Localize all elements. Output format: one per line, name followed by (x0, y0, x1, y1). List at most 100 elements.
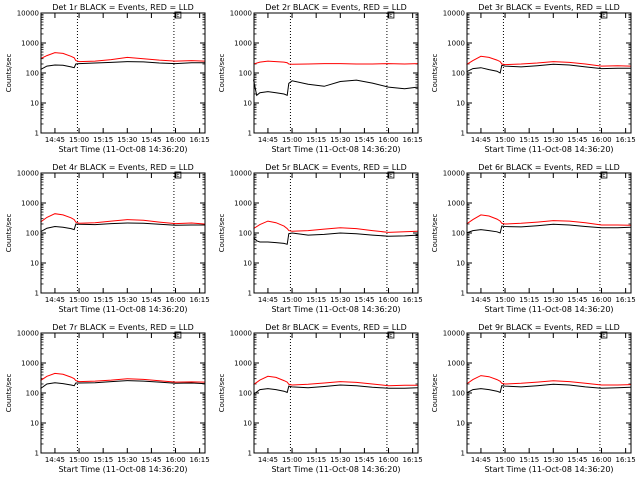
y-tick-label: 1 (35, 290, 39, 298)
x-tick-label: 15:15 (93, 296, 113, 304)
y-tick-label: 10000 (443, 330, 465, 338)
y-tick-label: 1000 (447, 200, 465, 208)
x-tick-label: 15:45 (567, 136, 587, 144)
plot-frame (253, 172, 419, 294)
y-axis-label: Counts/sec (431, 214, 439, 253)
panel-3: Det 3r BLACK = Events, RED = LLD Counts/s… (431, 3, 636, 154)
y-tick-label: 10 (30, 100, 39, 108)
panel-title: Det 3r BLACK = Events, RED = LLD (478, 3, 620, 12)
marker-box (600, 11, 608, 19)
panel-title: Det 4r BLACK = Events, RED = LLD (52, 163, 194, 172)
x-tick-label: 16:00 (591, 136, 611, 144)
y-tick-label: 100 (452, 390, 465, 398)
x-tick-label: 14:45 (471, 456, 491, 464)
y-tick-label: 1 (461, 450, 465, 458)
x-tick-label: 16:15 (403, 136, 423, 144)
panel-title: Det 1r BLACK = Events, RED = LLD (52, 3, 194, 12)
x-tick-label: 15:45 (141, 136, 161, 144)
marker-box (174, 331, 182, 339)
x-tick-label: 16:00 (378, 456, 398, 464)
y-tick-label: 1000 (234, 360, 252, 368)
panel-7: Det 7r BLACK = Events, RED = LLD Counts/s… (5, 323, 210, 474)
x-tick-label: 14:45 (258, 136, 278, 144)
y-axis-label: Counts/sec (431, 374, 439, 413)
panel-title: Det 5r BLACK = Events, RED = LLD (265, 163, 407, 172)
y-tick-label: 10 (243, 420, 252, 428)
y-tick-label: 1000 (21, 200, 39, 208)
y-tick-label: 10000 (230, 330, 252, 338)
y-tick-label: 1 (248, 290, 252, 298)
x-tick-label: 16:15 (616, 296, 636, 304)
x-tick-label: 15:15 (93, 136, 113, 144)
panel-6: Det 6r BLACK = Events, RED = LLD Counts/s… (431, 163, 636, 314)
x-axis-label: Start Time (11-Oct-08 14:36:20) (271, 145, 400, 154)
y-axis-label: Counts/sec (5, 214, 13, 253)
series-lld-line (466, 375, 631, 386)
x-tick-label: 15:15 (306, 296, 326, 304)
y-tick-label: 1 (35, 450, 39, 458)
plot-frame (466, 172, 632, 294)
x-tick-label: 15:15 (306, 456, 326, 464)
y-tick-label: 100 (239, 390, 252, 398)
marker-box (600, 331, 608, 339)
y-tick-label: 1 (248, 450, 252, 458)
x-tick-label: 16:15 (190, 136, 210, 144)
plot-frame (253, 12, 419, 134)
marker-box (387, 331, 395, 339)
x-tick-label: 15:30 (543, 456, 563, 464)
x-tick-label: 15:15 (93, 456, 113, 464)
plot-frame (466, 12, 632, 134)
series-events-line (253, 384, 418, 395)
y-tick-label: 1000 (21, 360, 39, 368)
x-tick-label: 15:30 (117, 456, 137, 464)
y-tick-label: 10 (243, 100, 252, 108)
plot-frame (40, 172, 206, 294)
x-tick-label: 15:45 (354, 136, 374, 144)
series-events-line (253, 232, 418, 245)
series-lld-line (466, 214, 631, 226)
series-events-line (253, 79, 418, 97)
x-axis-label: Start Time (11-Oct-08 14:36:20) (484, 145, 613, 154)
y-tick-label: 1 (461, 130, 465, 138)
x-tick-label: 15:30 (117, 296, 137, 304)
x-tick-label: 15:45 (141, 296, 161, 304)
x-tick-label: 15:00 (282, 136, 302, 144)
series-events-line (40, 222, 205, 233)
y-axis-label: Counts/sec (218, 54, 226, 93)
series-lld-line (253, 220, 418, 233)
y-tick-label: 10000 (230, 10, 252, 18)
series-lld-line (40, 372, 205, 383)
panel-title: Det 2r BLACK = Events, RED = LLD (265, 3, 407, 12)
x-tick-label: 14:45 (45, 296, 65, 304)
x-tick-label: 16:15 (190, 456, 210, 464)
x-tick-label: 15:45 (567, 296, 587, 304)
y-tick-label: 10 (456, 420, 465, 428)
x-tick-label: 15:00 (282, 296, 302, 304)
y-tick-label: 100 (26, 70, 39, 78)
x-tick-label: 16:15 (616, 456, 636, 464)
x-tick-label: 15:15 (519, 296, 539, 304)
x-tick-label: 15:00 (69, 296, 89, 304)
x-tick-label: 15:00 (282, 456, 302, 464)
y-tick-label: 10 (456, 100, 465, 108)
panel-title: Det 9r BLACK = Events, RED = LLD (478, 323, 620, 332)
y-tick-label: 10 (30, 420, 39, 428)
y-tick-label: 10 (456, 260, 465, 268)
marker-label: E (176, 333, 180, 339)
panel-title: Det 6r BLACK = Events, RED = LLD (478, 163, 620, 172)
x-tick-label: 14:45 (45, 456, 65, 464)
panel-5: Det 5r BLACK = Events, RED = LLD Counts/s… (218, 163, 423, 314)
x-tick-label: 15:15 (519, 456, 539, 464)
x-tick-label: 16:15 (403, 296, 423, 304)
marker-box (174, 11, 182, 19)
y-tick-label: 10 (30, 260, 39, 268)
y-tick-label: 1 (35, 130, 39, 138)
marker-box (600, 171, 608, 179)
x-tick-label: 14:45 (258, 296, 278, 304)
series-events-line (40, 61, 205, 71)
x-axis-label: Start Time (11-Oct-08 14:36:20) (58, 305, 187, 314)
panel-8: Det 8r BLACK = Events, RED = LLD Counts/s… (218, 323, 423, 474)
x-tick-label: 15:45 (567, 456, 587, 464)
series-lld-line (253, 60, 418, 65)
